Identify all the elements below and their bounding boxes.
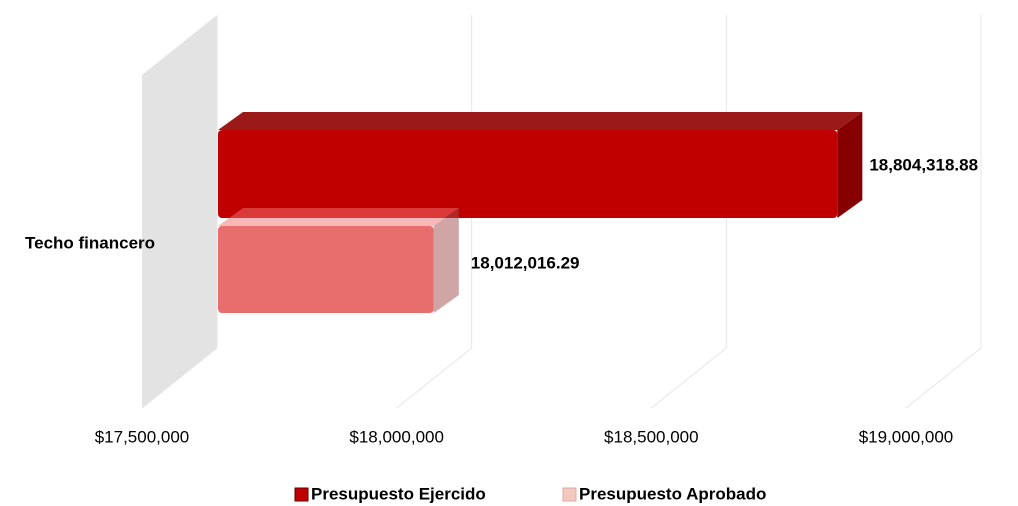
grid-floor [651,347,727,409]
x-tick-label: $17,500,000 [95,427,190,446]
bar-face [218,226,434,313]
legend-swatch [562,487,577,502]
bar-face [433,208,459,313]
data-label: 18,012,016.29 [471,253,580,272]
bar-face [837,112,863,218]
legend-label: Presupuesto Ejercido [311,484,486,503]
category-label: Techo financero [25,233,155,252]
bar-face [218,208,459,226]
x-tick-label: $19,000,000 [859,427,954,446]
side-wall [142,15,217,408]
grid-floor [905,347,982,409]
grid-floor [396,347,472,409]
bar-face [218,130,838,218]
bar [218,112,863,218]
grid-floor [141,347,218,409]
legend-swatch [294,487,309,502]
x-tick-label: $18,500,000 [604,427,699,446]
bar-face [218,112,863,130]
legend-label: Presupuesto Aprobado [579,484,766,503]
bar [218,208,459,313]
data-label: 18,804,318.88 [869,155,978,174]
x-tick-label: $18,000,000 [349,427,444,446]
